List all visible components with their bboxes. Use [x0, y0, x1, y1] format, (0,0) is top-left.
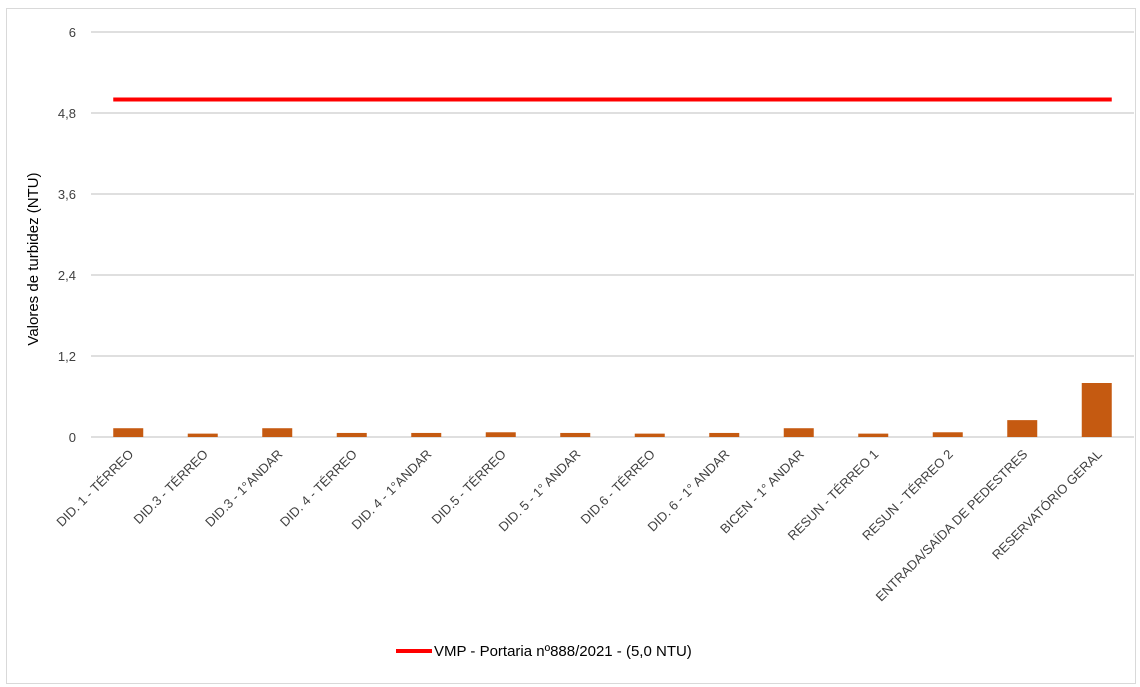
x-tick-label: DID.5 - TÉRREO: [428, 447, 508, 527]
bars: [113, 383, 1112, 437]
y-tick-label: 1,2: [58, 349, 76, 364]
bar: [709, 432, 740, 437]
x-tick-label: DID.6 - TÉRREO: [577, 447, 657, 527]
bar: [634, 433, 665, 437]
bar: [411, 432, 442, 437]
bar: [560, 432, 591, 437]
bar: [262, 428, 293, 437]
y-axis-label: Valores de turbidez (NTU): [25, 172, 42, 345]
y-tick-label: 3,6: [58, 187, 76, 202]
y-tick-label: 4,8: [58, 106, 76, 121]
y-tick-label: 0: [69, 430, 76, 445]
y-tick-label: 2,4: [58, 268, 76, 283]
bar: [858, 433, 889, 437]
legend-label: VMP - Portaria nº888/2021 - (5,0 NTU): [434, 643, 692, 660]
gridlines: [91, 31, 1134, 438]
legend: VMP - Portaria nº888/2021 - (5,0 NTU): [396, 643, 692, 660]
bar: [932, 432, 963, 437]
x-tick-label: ENTRADA/SAÍDA DE PEDESTRES: [873, 446, 1031, 604]
x-tick-label: DID. 4 - 1°ANDAR: [349, 447, 435, 533]
x-tick-label: DID. 5 - 1° ANDAR: [496, 447, 584, 535]
bar: [1007, 420, 1038, 437]
bar: [113, 428, 144, 437]
x-tick-label: DID. 1 - TÉRREO: [53, 447, 136, 530]
x-tick-label: DID. 4 - TÉRREO: [277, 447, 360, 530]
bar: [783, 428, 814, 437]
bar: [336, 432, 367, 437]
x-tick-label: DID.3 - TÉRREO: [130, 447, 210, 527]
bar: [187, 433, 218, 437]
bar: [485, 432, 516, 437]
y-tick-labels: 0 1,2 2,4 3,6 4,8 6: [58, 25, 76, 445]
bar: [1081, 383, 1112, 437]
x-tick-label: DID.3 - 1°ANDAR: [202, 447, 285, 530]
y-tick-label: 6: [69, 25, 76, 40]
chart-frame: [6, 8, 1136, 684]
x-tick-label: DID. 6 - 1° ANDAR: [645, 447, 733, 535]
